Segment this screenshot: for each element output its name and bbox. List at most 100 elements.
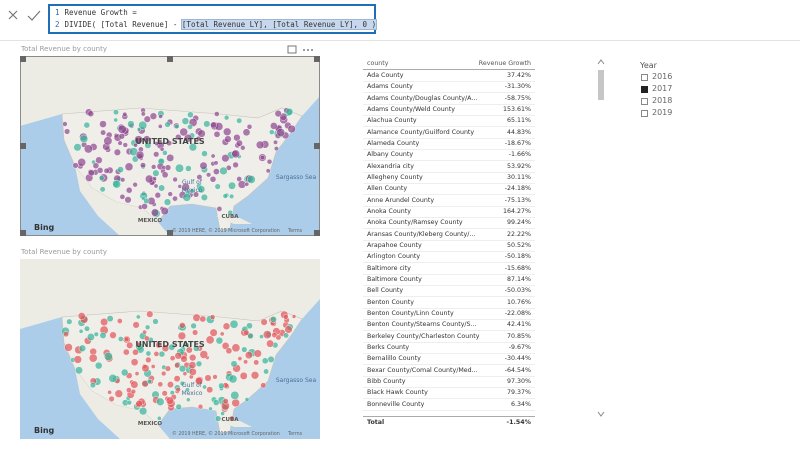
county-bubble[interactable] — [174, 352, 182, 360]
county-bubble[interactable] — [150, 364, 156, 369]
county-bubble[interactable] — [141, 203, 148, 210]
county-bubble[interactable] — [98, 175, 105, 181]
county-bubble[interactable] — [161, 344, 170, 353]
county-bubble[interactable] — [62, 121, 68, 127]
county-bubble[interactable] — [140, 162, 146, 169]
county-bubble[interactable] — [237, 356, 243, 361]
county-bubble[interactable] — [113, 148, 121, 156]
county-bubble[interactable] — [92, 162, 100, 169]
county-bubble[interactable] — [113, 109, 119, 116]
county-bubble[interactable] — [122, 142, 128, 148]
county-bubble[interactable] — [159, 146, 165, 152]
county-bubble[interactable] — [270, 122, 278, 130]
county-bubble[interactable] — [219, 166, 228, 176]
county-bubble[interactable] — [241, 346, 248, 353]
county-bubble[interactable] — [218, 382, 225, 389]
county-bubble[interactable] — [133, 142, 138, 148]
county-bubble[interactable] — [253, 349, 262, 358]
county-bubble[interactable] — [283, 314, 289, 320]
county-bubble[interactable] — [212, 374, 218, 380]
county-bubble[interactable] — [283, 332, 289, 339]
county-bubble[interactable] — [236, 117, 243, 124]
county-bubble[interactable] — [260, 318, 268, 326]
county-bubble[interactable] — [209, 176, 217, 183]
county-bubble[interactable] — [117, 140, 123, 146]
more-options[interactable] — [303, 49, 305, 51]
county-bubble[interactable] — [140, 111, 146, 117]
county-bubble[interactable] — [153, 151, 160, 158]
county-bubble[interactable] — [145, 174, 154, 184]
county-bubble[interactable] — [164, 164, 172, 171]
county-bubble[interactable] — [213, 131, 221, 138]
checkbox[interactable] — [641, 98, 648, 105]
county-bubble[interactable] — [173, 375, 181, 383]
county-bubble[interactable] — [75, 366, 83, 375]
county-bubble[interactable] — [100, 318, 109, 327]
county-bubble[interactable] — [154, 141, 159, 146]
county-bubble[interactable] — [172, 195, 178, 202]
county-bubble[interactable] — [112, 179, 121, 189]
resize-handle[interactable] — [20, 143, 26, 149]
county-bubble[interactable] — [259, 334, 264, 339]
county-bubble[interactable] — [206, 172, 212, 178]
county-bubble[interactable] — [182, 193, 192, 202]
county-bubble[interactable] — [201, 150, 208, 157]
county-bubble[interactable] — [267, 355, 275, 363]
county-bubble[interactable] — [188, 361, 197, 369]
county-bubble[interactable] — [114, 389, 123, 398]
county-bubble[interactable] — [185, 346, 193, 354]
county-bubble[interactable] — [122, 111, 128, 117]
county-bubble[interactable] — [66, 318, 73, 325]
county-bubble[interactable] — [99, 186, 106, 193]
county-bubble[interactable] — [263, 368, 270, 375]
county-bubble[interactable] — [152, 169, 160, 177]
county-bubble[interactable] — [179, 127, 188, 137]
county-bubble[interactable] — [166, 140, 173, 147]
county-bubble[interactable] — [95, 156, 103, 164]
county-bubble[interactable] — [99, 332, 107, 339]
scroll-down[interactable] — [597, 411, 605, 417]
county-bubble[interactable] — [126, 341, 134, 349]
resize-handle[interactable] — [314, 143, 320, 149]
scroll-thumb[interactable] — [598, 70, 604, 100]
county-bubble[interactable] — [223, 127, 232, 136]
county-bubble[interactable] — [79, 134, 89, 144]
county-bubble[interactable] — [250, 371, 260, 380]
county-bubble[interactable] — [246, 175, 256, 184]
county-bubble[interactable] — [229, 193, 235, 199]
county-bubble[interactable] — [100, 129, 107, 136]
county-bubble[interactable] — [87, 110, 95, 117]
county-bubble[interactable] — [167, 381, 174, 389]
county-bubble[interactable] — [213, 168, 220, 175]
resize-handle[interactable] — [314, 56, 320, 62]
scroll-up[interactable] — [597, 59, 605, 65]
county-bubble[interactable] — [179, 322, 186, 329]
county-bubble[interactable] — [229, 415, 235, 422]
county-bubble[interactable] — [126, 387, 132, 393]
county-bubble[interactable] — [188, 143, 198, 152]
county-bubble[interactable] — [224, 135, 232, 143]
county-bubble[interactable] — [64, 343, 73, 352]
county-bubble[interactable] — [231, 398, 240, 408]
county-bubble[interactable] — [73, 355, 82, 364]
county-bubble[interactable] — [186, 397, 191, 402]
county-bubble[interactable] — [165, 396, 174, 405]
county-bubble[interactable] — [260, 382, 267, 389]
county-bubble[interactable] — [244, 181, 250, 187]
county-bubble[interactable] — [192, 329, 199, 336]
slicer-item[interactable]: 2018 — [652, 96, 673, 105]
county-bubble[interactable] — [158, 184, 166, 192]
county-bubble[interactable] — [276, 128, 286, 137]
resize-handle[interactable] — [20, 230, 26, 236]
county-bubble[interactable] — [153, 183, 159, 189]
county-bubble[interactable] — [262, 330, 272, 339]
county-bubble[interactable] — [183, 133, 193, 143]
county-bubble[interactable] — [144, 141, 152, 149]
county-bubble[interactable] — [99, 120, 107, 128]
resize-handle[interactable] — [20, 56, 26, 62]
county-bubble[interactable] — [104, 352, 113, 361]
county-bubble[interactable] — [214, 183, 221, 190]
county-bubble[interactable] — [89, 382, 96, 389]
county-bubble[interactable] — [274, 110, 282, 118]
